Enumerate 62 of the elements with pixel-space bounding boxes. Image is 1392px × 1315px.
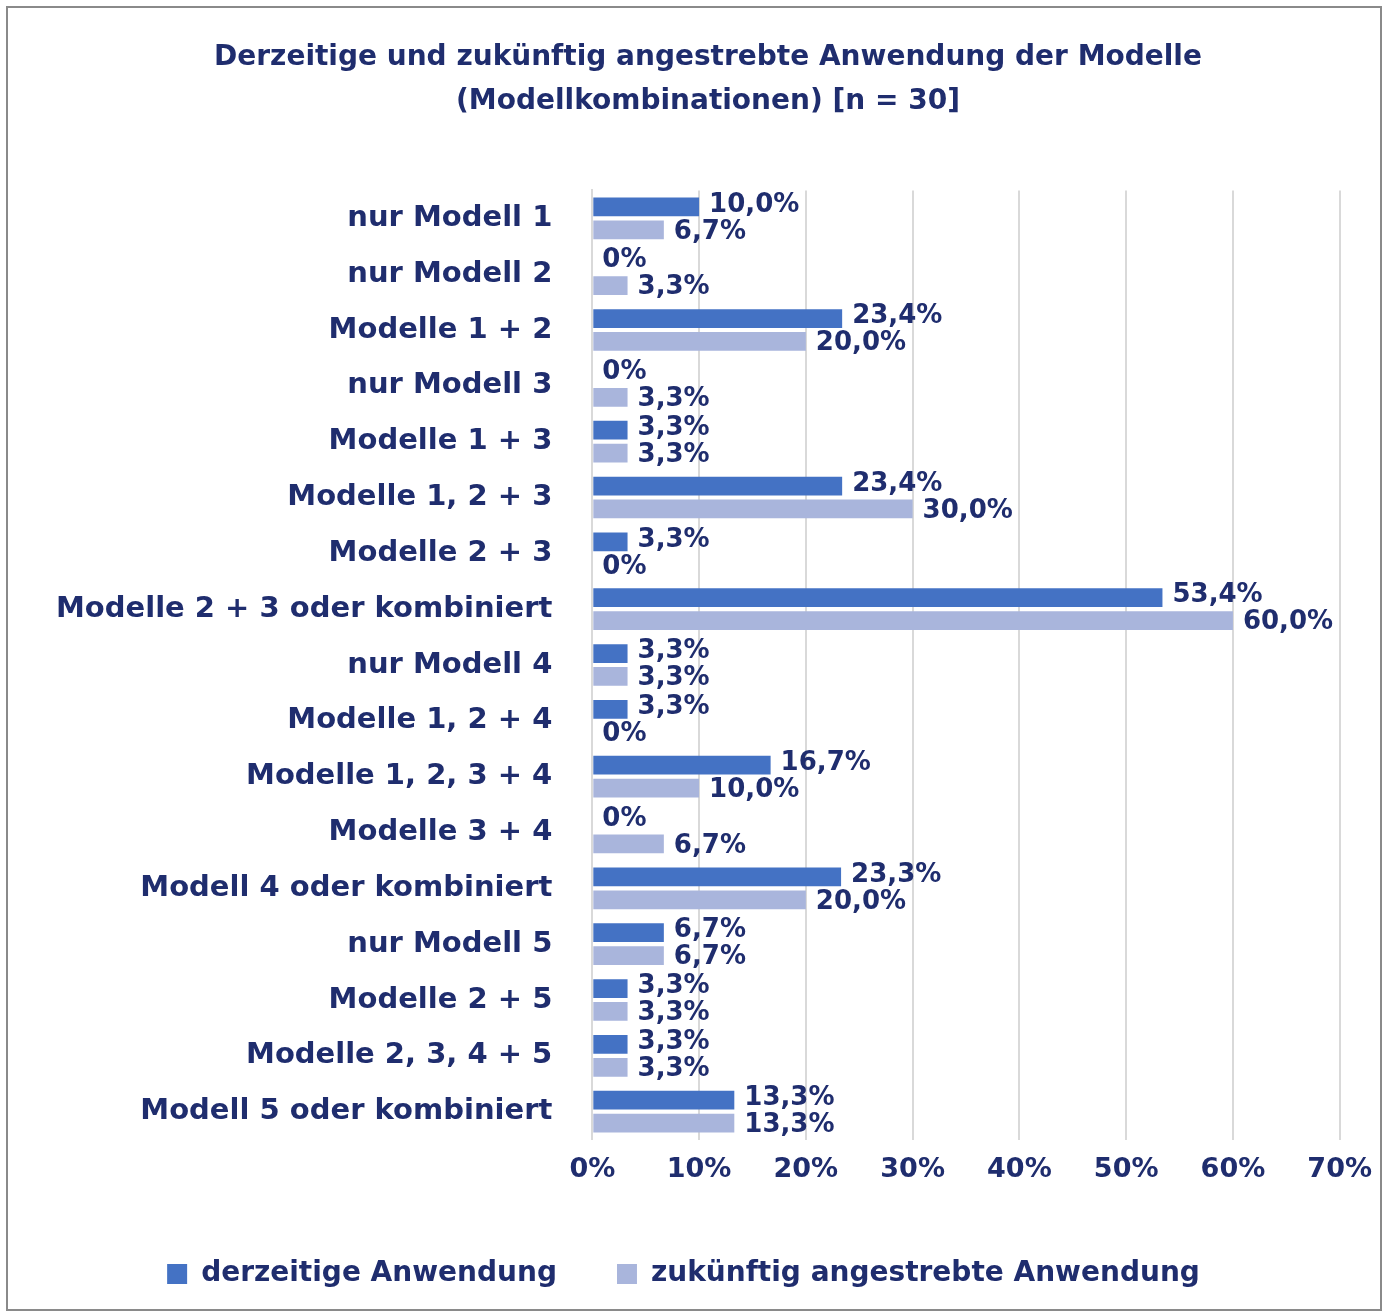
bar — [593, 309, 843, 328]
x-tick-label: 40% — [987, 1151, 1052, 1183]
data-label: 6,7% — [673, 828, 746, 859]
x-tick-label: 30% — [880, 1151, 945, 1183]
bar — [593, 499, 913, 519]
bar — [593, 443, 628, 463]
y-tick-label: nur Modell 5 — [347, 924, 553, 959]
y-tick-label: Modelle 1, 2, 3 + 4 — [246, 757, 553, 792]
x-tick-label: 50% — [1093, 1151, 1159, 1183]
legend-label: derzeitige Anwendung — [201, 1255, 557, 1289]
y-tick-label: nur Modell 4 — [347, 645, 553, 680]
bar — [593, 276, 628, 295]
legend-label: zukünftig angestrebte Anwendung — [650, 1255, 1200, 1289]
y-tick-label: Modelle 1, 2 + 3 — [287, 478, 553, 513]
data-label: 3,3% — [637, 410, 710, 441]
bar — [593, 220, 664, 240]
data-label: 0% — [602, 801, 647, 832]
y-tick-label: Modelle 1 + 2 — [328, 310, 553, 345]
bar — [593, 1090, 735, 1110]
y-tick-label: nur Modell 2 — [347, 254, 553, 289]
y-tick-label: Modelle 2 + 3 oder kombiniert — [55, 589, 553, 624]
bar — [593, 197, 700, 217]
bar — [593, 890, 806, 910]
bar — [593, 979, 628, 998]
bar — [593, 332, 806, 351]
bar — [593, 867, 842, 887]
bar — [593, 667, 628, 686]
x-tick-label: 0% — [569, 1151, 616, 1183]
data-label: 13,3% — [744, 1080, 835, 1111]
bar — [593, 1113, 735, 1133]
bar — [593, 700, 628, 719]
bar — [593, 476, 843, 496]
bar — [593, 1057, 628, 1077]
bar — [593, 946, 664, 966]
y-tick-label: Modelle 1 + 3 — [328, 422, 553, 457]
bar — [593, 778, 700, 798]
y-tick-label: Modell 5 oder kombiniert — [140, 1092, 553, 1127]
data-label: 23,3% — [851, 857, 942, 888]
y-tick-label: Modelle 2, 3, 4 + 5 — [246, 1036, 553, 1071]
bar — [593, 1002, 628, 1021]
y-tick-label: nur Modell 1 — [347, 198, 553, 233]
x-tick-label: 20% — [773, 1151, 839, 1183]
bar — [593, 588, 1163, 608]
y-tick-label: Modelle 2 + 5 — [328, 980, 553, 1015]
bar — [593, 387, 628, 407]
bar — [593, 834, 664, 854]
y-tick-label: Modell 4 oder kombiniert — [140, 868, 553, 903]
y-tick-label: Modelle 3 + 4 — [328, 813, 553, 848]
y-tick-label: nur Modell 3 — [347, 366, 553, 401]
y-tick-label: Modelle 1, 2 + 4 — [287, 701, 553, 736]
bar — [593, 611, 1233, 630]
y-tick-label: Modelle 2 + 3 — [328, 533, 553, 568]
bar — [593, 1035, 628, 1054]
x-tick-label: 70% — [1307, 1151, 1373, 1183]
bar — [593, 755, 771, 775]
bar — [593, 420, 628, 440]
x-tick-label: 10% — [666, 1151, 732, 1183]
x-tick-label: 60% — [1200, 1151, 1266, 1183]
chart-title: Derzeitige und zukünftig angestrebte Anwendung der Modelle (Modellkombinationen) [n = 30] — [213, 38, 1203, 118]
bar — [593, 532, 628, 552]
bar — [593, 923, 664, 943]
bar — [593, 644, 628, 663]
